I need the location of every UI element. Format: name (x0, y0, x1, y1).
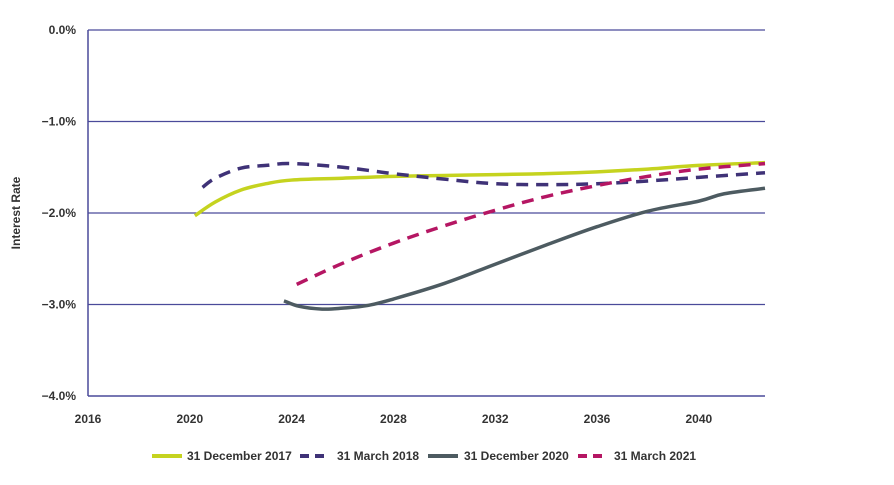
x-tick-label: 2024 (278, 412, 305, 426)
y-tick-labels: 0.0% −1.0% −2.0% −3.0% −4.0% (42, 23, 77, 403)
x-tick-labels: 2016 2020 2024 2028 2032 2036 2040 (75, 412, 713, 426)
y-axis-title: Interest Rate (9, 176, 23, 249)
x-tick-label: 2036 (584, 412, 611, 426)
x-tick-label: 2020 (176, 412, 203, 426)
y-tick-label: −2.0% (42, 206, 77, 220)
legend: 31 December 2017 31 March 2018 31 December… (152, 449, 696, 463)
series-lines (193, 160, 766, 311)
y-tick-label: −4.0% (42, 389, 77, 403)
y-tick-label: −1.0% (42, 115, 77, 129)
legend-label-2: 31 March 2018 (337, 449, 419, 463)
x-tick-label: 2032 (482, 412, 509, 426)
series-line-4 (295, 161, 766, 286)
y-tick-label: −3.0% (42, 298, 77, 312)
legend-label-1: 31 December 2017 (187, 449, 292, 463)
y-tick-label: 0.0% (49, 23, 77, 37)
legend-label-4: 31 March 2021 (614, 449, 696, 463)
x-tick-label: 2040 (685, 412, 712, 426)
x-tick-label: 2028 (380, 412, 407, 426)
axes (87, 30, 765, 397)
legend-label-3: 31 December 2020 (464, 449, 569, 463)
x-tick-label: 2016 (75, 412, 102, 426)
series-line-2 (201, 161, 766, 189)
series-line-3 (283, 186, 766, 311)
